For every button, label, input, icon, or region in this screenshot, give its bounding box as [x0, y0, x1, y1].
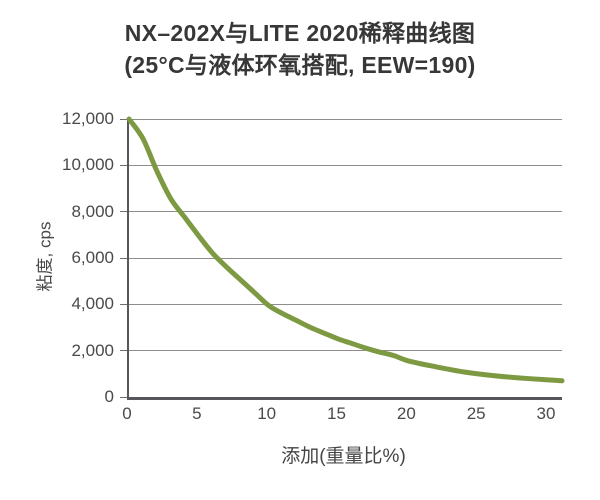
- x-tick-label: 10: [257, 404, 277, 423]
- y-tick-label: 6,000: [71, 248, 114, 267]
- gridline: [129, 350, 562, 352]
- plot-area: [120, 116, 565, 400]
- x-tick-label: 0: [122, 404, 132, 423]
- x-tick-label: 20: [396, 404, 416, 423]
- chart-subtitle: (25°C与液体环氧搭配, EEW=190): [124, 52, 476, 78]
- x-tick-label: 15: [327, 404, 346, 423]
- y-tick-label: 10,000: [62, 155, 114, 175]
- y-tick-label: 4,000: [71, 294, 114, 314]
- y-tick-mark: [120, 164, 127, 166]
- gridline: [129, 118, 562, 120]
- dilution-curve: [126, 116, 565, 384]
- gridline: [129, 257, 562, 259]
- y-tick-label: 8,000: [71, 201, 114, 221]
- x-tick-label: 25: [466, 404, 486, 423]
- x-tick-label: 5: [192, 404, 202, 423]
- y-tick-mark: [120, 350, 127, 352]
- y-tick-mark: [120, 118, 127, 120]
- gridline: [129, 303, 562, 305]
- y-tick-mark: [120, 257, 127, 259]
- chart-title: NX–202X与LITE 2020稀释曲线图: [124, 20, 476, 46]
- gridline: [129, 164, 562, 166]
- y-tick-mark: [120, 303, 127, 305]
- y-tick-label: 0: [104, 387, 114, 406]
- y-tick-mark: [120, 396, 127, 398]
- y-tick-mark: [120, 211, 127, 213]
- x-axis-title: 添加(重量比%): [281, 446, 406, 467]
- y-tick-label: 12,000: [62, 109, 114, 128]
- dilution-curve-svg: [126, 116, 565, 384]
- x-tick-label: 30: [536, 404, 556, 423]
- gridline: [129, 211, 562, 213]
- y-tick-label: 2,000: [71, 340, 114, 360]
